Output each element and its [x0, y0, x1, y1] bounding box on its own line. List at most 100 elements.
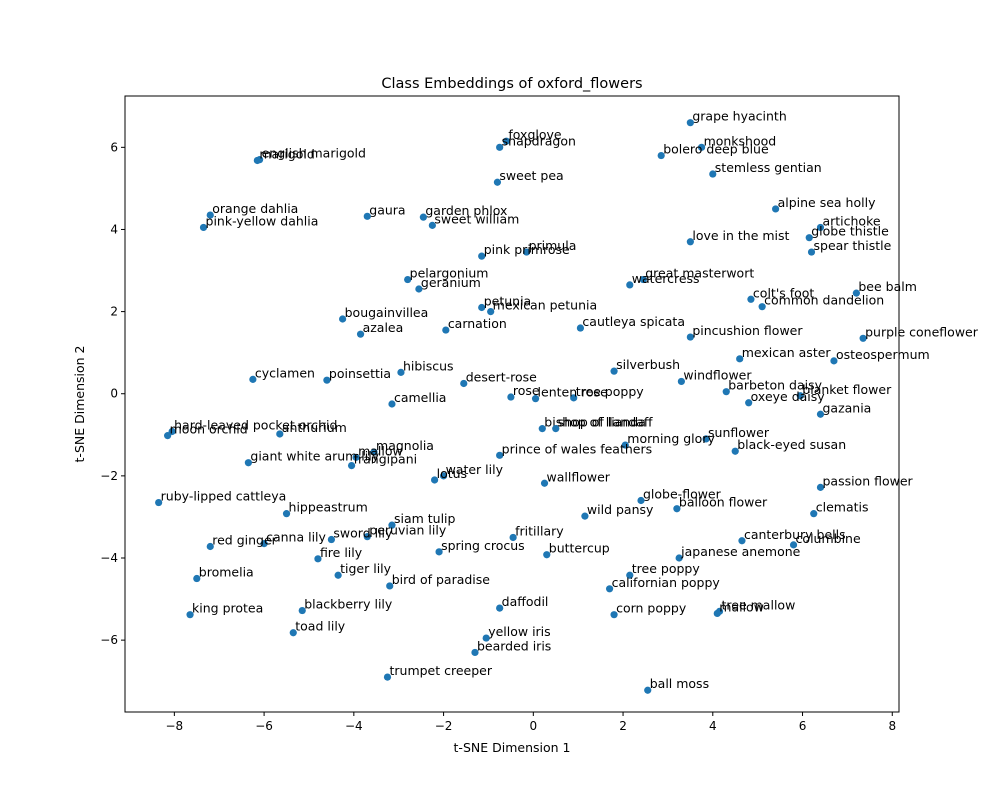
- point-label: frangipani: [354, 452, 418, 467]
- point-label: garden phlox: [425, 203, 507, 218]
- point-label: stemless gentian: [715, 160, 822, 175]
- x-tick-label: −2: [435, 719, 453, 733]
- point-label: blanket flower: [802, 382, 892, 397]
- scatter-point: [807, 248, 816, 256]
- scatter-point: [478, 252, 486, 260]
- scatter-point: [605, 585, 614, 593]
- y-tick-label: 4: [110, 222, 118, 236]
- scatter-point: [314, 555, 322, 563]
- x-axis-label: t-SNE Dimension 1: [454, 740, 571, 755]
- point-label: lenten rose: [538, 385, 609, 400]
- point-label: gazania: [822, 400, 871, 415]
- scatter-point: [713, 609, 721, 618]
- point-label: great masterwort: [645, 266, 754, 281]
- scatter-point: [610, 367, 618, 375]
- point-label: fritillary: [515, 523, 564, 538]
- point-label: canterbury bells: [744, 527, 846, 542]
- scatter-point: [722, 388, 730, 396]
- x-tick-label: 4: [709, 719, 717, 733]
- scatter-point: [531, 395, 540, 403]
- scatter-point: [644, 686, 652, 694]
- scatter-point: [810, 510, 818, 518]
- scatter-point: [686, 333, 694, 341]
- scatter-point: [415, 285, 423, 293]
- scatter-point: [282, 510, 291, 518]
- point-label: sweet william: [434, 211, 519, 226]
- point-label: mexican aster: [742, 345, 832, 360]
- scatter-point: [789, 541, 798, 549]
- scatter-point: [249, 375, 257, 383]
- point-label: globe thistle: [811, 224, 889, 239]
- point-label: ball moss: [650, 676, 709, 691]
- scatter-point: [507, 393, 515, 401]
- scatter-point: [260, 540, 268, 548]
- point-label: blackberry lily: [304, 597, 393, 612]
- scatter-point: [496, 143, 504, 151]
- scatter-point: [738, 537, 746, 545]
- scatter-point: [626, 571, 634, 579]
- y-tick-label: 2: [110, 305, 118, 319]
- scatter-point: [747, 295, 755, 303]
- scatter-point: [352, 453, 360, 461]
- scatter-point: [339, 315, 347, 323]
- point-label: fire lily: [320, 545, 363, 560]
- point-label: king protea: [192, 601, 263, 616]
- point-label: japanese anemone: [680, 544, 801, 559]
- scatter-point: [852, 289, 860, 297]
- scatter-point: [363, 212, 371, 220]
- point-label: daffodil: [502, 594, 549, 609]
- scatter-point: [736, 355, 744, 363]
- x-tick-label: 6: [799, 719, 807, 733]
- point-label: pink-yellow dahlia: [206, 213, 319, 228]
- point-label: purple coneflower: [865, 324, 979, 339]
- point-label: spring crocus: [441, 538, 525, 553]
- point-label: bird of paradise: [392, 572, 491, 587]
- scatter-point: [206, 211, 214, 219]
- point-label: petunia: [484, 293, 532, 308]
- scatter-point: [639, 275, 647, 284]
- y-tick-label: −4: [100, 551, 118, 565]
- point-label: passion flower: [822, 473, 913, 488]
- x-tick-label: 2: [619, 719, 627, 733]
- scatter-point: [816, 223, 825, 232]
- point-label: ruby-lipped cattleya: [161, 489, 287, 504]
- point-label: buttercup: [549, 541, 610, 556]
- point-label: tiger lily: [340, 561, 392, 576]
- scatter-point: [431, 476, 439, 484]
- scatter-point: [298, 606, 306, 615]
- scatter-point: [289, 629, 297, 637]
- point-label: corn poppy: [616, 601, 687, 616]
- point-label: watercress: [632, 271, 700, 286]
- point-label: tree mallow: [722, 597, 796, 612]
- y-axis-label: t-SNE Dimension 2: [72, 346, 87, 463]
- scatter-point: [552, 425, 560, 433]
- point-label: clematis: [816, 500, 869, 515]
- scatter-point: [509, 533, 517, 542]
- scatter-point: [621, 441, 629, 449]
- point-label: azalea: [363, 320, 404, 335]
- scatter-point: [859, 334, 867, 342]
- scatter-point: [442, 326, 450, 334]
- scatter-point: [164, 432, 172, 440]
- point-label: spear thistle: [814, 238, 892, 253]
- axis-ticks: −8 −6 −4 −2 0 2 4 6 8 −6 −4 −2 0 2 4 6: [100, 140, 896, 733]
- point-label: yellow iris: [488, 624, 550, 639]
- scatter-point: [686, 238, 694, 246]
- chart-title: Class Embeddings of oxford_flowers: [381, 76, 642, 92]
- point-label: rose: [513, 383, 540, 398]
- point-label: camellia: [394, 390, 446, 405]
- scatter-point: [543, 551, 551, 559]
- point-label: bolero deep blue: [663, 142, 769, 157]
- point-label: desert-rose: [466, 369, 537, 384]
- scatter-point: [540, 479, 549, 487]
- point-label: windflower: [683, 367, 752, 382]
- point-label: alpine sea holly: [778, 195, 876, 210]
- scatter-point: [327, 535, 335, 544]
- scatter-point: [493, 178, 502, 186]
- scatter-point: [428, 221, 436, 229]
- point-label: barbeton daisy: [728, 378, 822, 393]
- point-label: red ginger: [212, 533, 277, 548]
- scatter-point: [816, 483, 825, 491]
- point-label: sunflower: [708, 425, 770, 440]
